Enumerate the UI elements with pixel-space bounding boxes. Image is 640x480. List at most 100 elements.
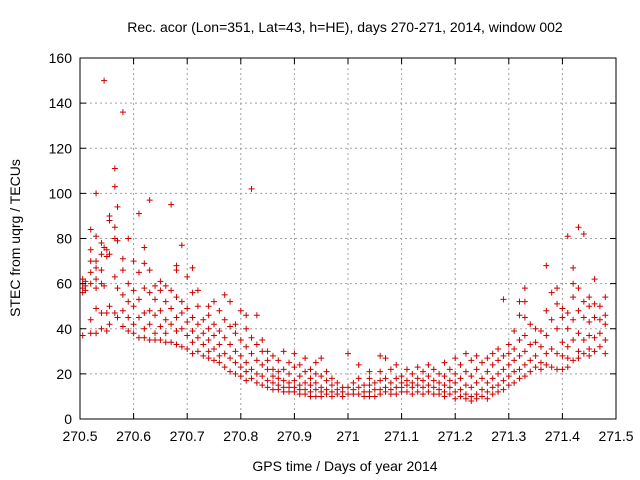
- data-point: [248, 334, 255, 341]
- data-point: [575, 224, 582, 231]
- data-point: [596, 303, 603, 310]
- data-point: [532, 339, 539, 346]
- data-point: [216, 352, 223, 359]
- data-point: [559, 352, 566, 359]
- data-point: [511, 379, 518, 386]
- data-point: [489, 391, 496, 398]
- data-point: [570, 316, 577, 323]
- data-point: [232, 330, 239, 337]
- data-point: [543, 307, 550, 314]
- data-point: [495, 370, 502, 377]
- data-point: [484, 368, 491, 375]
- data-point: [119, 323, 126, 330]
- data-point: [548, 364, 555, 371]
- data-point: [564, 343, 571, 350]
- data-point: [602, 321, 609, 328]
- data-point: [393, 361, 400, 368]
- data-point: [302, 379, 309, 386]
- data-point: [516, 337, 523, 344]
- data-point: [280, 388, 287, 395]
- data-point: [269, 379, 276, 386]
- data-point: [87, 280, 94, 287]
- data-point: [591, 348, 598, 355]
- y-tick-label: 20: [56, 366, 72, 382]
- data-point: [205, 325, 212, 332]
- data-point: [173, 314, 180, 321]
- data-point: [575, 355, 582, 362]
- data-point: [146, 197, 153, 204]
- data-point: [157, 323, 164, 330]
- data-point: [586, 318, 593, 325]
- data-point: [130, 303, 137, 310]
- data-point: [318, 355, 325, 362]
- data-point: [253, 312, 260, 319]
- data-point: [135, 314, 142, 321]
- data-point: [559, 339, 566, 346]
- data-point: [237, 364, 244, 371]
- data-point: [248, 350, 255, 357]
- data-point: [414, 364, 421, 371]
- data-point: [323, 368, 330, 375]
- data-point: [580, 314, 587, 321]
- data-point: [328, 375, 335, 382]
- data-point: [441, 359, 448, 366]
- data-point: [532, 352, 539, 359]
- data-point: [146, 289, 153, 296]
- data-point: [521, 285, 528, 292]
- data-point: [559, 305, 566, 312]
- data-point: [414, 382, 421, 389]
- data-point: [130, 258, 137, 265]
- data-point: [168, 339, 175, 346]
- data-point: [382, 375, 389, 382]
- data-point: [184, 318, 191, 325]
- data-point: [495, 382, 502, 389]
- data-point: [580, 337, 587, 344]
- data-point: [178, 343, 185, 350]
- data-point: [280, 366, 287, 373]
- data-point: [361, 382, 368, 389]
- data-point: [436, 370, 443, 377]
- data-point: [243, 377, 250, 384]
- data-point: [93, 233, 100, 240]
- data-point: [125, 328, 132, 335]
- x-tick-label: 270.6: [116, 428, 151, 444]
- data-point: [103, 246, 110, 253]
- data-point: [377, 377, 384, 384]
- data-point: [371, 379, 378, 386]
- data-point: [296, 391, 303, 398]
- y-axis-label: STEC from uqrg / TECUs: [7, 159, 23, 317]
- data-point: [264, 366, 271, 373]
- data-point: [162, 330, 169, 337]
- data-point: [570, 357, 577, 364]
- data-point: [173, 328, 180, 335]
- data-point: [157, 337, 164, 344]
- data-point: [345, 384, 351, 391]
- data-point: [146, 307, 153, 314]
- data-point: [345, 350, 351, 357]
- data-point: [243, 359, 250, 366]
- data-point: [93, 264, 100, 271]
- data-point: [323, 391, 330, 398]
- data-point: [371, 386, 378, 393]
- data-point: [366, 368, 373, 375]
- data-point: [387, 366, 394, 373]
- data-point: [221, 334, 228, 341]
- data-point: [125, 280, 132, 287]
- data-point: [130, 321, 137, 328]
- data-point: [366, 375, 373, 382]
- data-point: [114, 203, 121, 210]
- data-point: [436, 391, 443, 398]
- data-point: [452, 379, 459, 386]
- data-point: [162, 298, 169, 305]
- data-point: [232, 348, 239, 355]
- data-point: [425, 388, 432, 395]
- data-point: [446, 366, 453, 373]
- data-point: [468, 357, 475, 364]
- data-point: [420, 384, 427, 391]
- data-point: [243, 325, 250, 332]
- data-point: [543, 350, 550, 357]
- data-point: [521, 298, 528, 305]
- data-point: [194, 287, 201, 294]
- data-point: [106, 321, 113, 328]
- data-point: [425, 361, 432, 368]
